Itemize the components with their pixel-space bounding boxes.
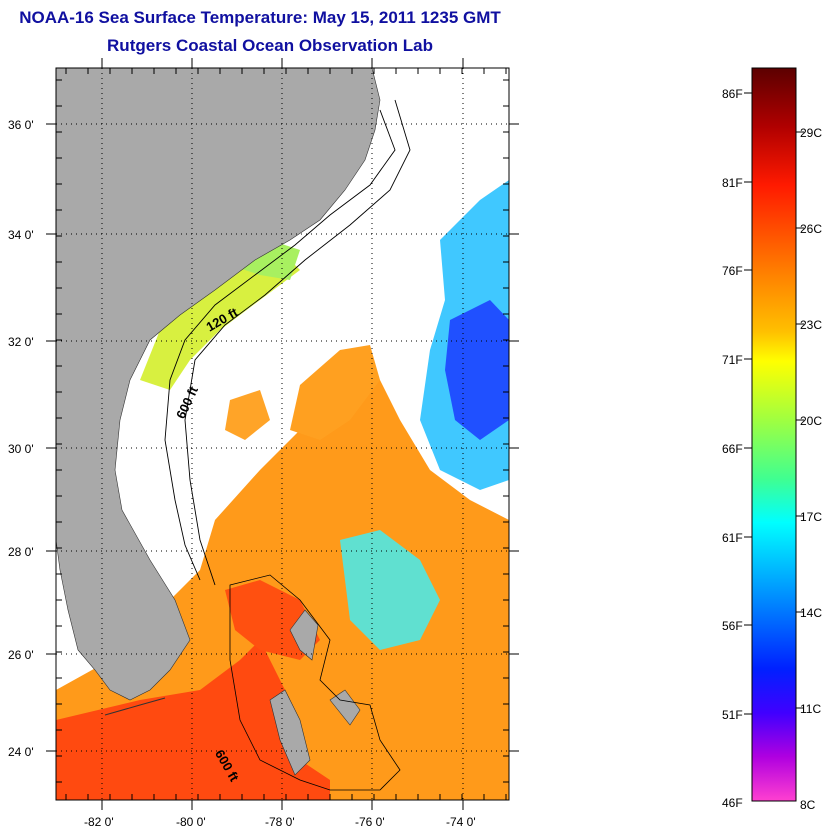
lat-tick-label: 26 0' <box>8 648 34 662</box>
sst-cool-water <box>340 530 440 650</box>
land-us-southeast <box>56 68 381 701</box>
colorbar-f-label: 71F <box>722 353 743 367</box>
colorbar-c-label: 8C <box>800 798 816 812</box>
colorbar-f-label: 46F <box>722 796 743 810</box>
sst-warm-water <box>290 345 380 440</box>
lat-tick-label: 36 0' <box>8 118 34 132</box>
graticule <box>56 68 509 800</box>
land-bahamas <box>289 609 319 661</box>
sst-shelf-water <box>230 240 300 280</box>
lat-tick-label: 24 0' <box>8 745 34 759</box>
lon-tick-label: -74 0' <box>446 815 476 829</box>
colorbar-ticks <box>744 92 804 715</box>
lon-tick-label: -82 0' <box>84 815 114 829</box>
colorbar-c-label: 11C <box>800 702 822 716</box>
land-florida-keys <box>104 697 166 716</box>
colorbar-f-label: 86F <box>722 87 743 101</box>
colorbar-c-label: 29C <box>800 126 823 140</box>
lat-tick-label: 34 0' <box>8 228 34 242</box>
sst-warm-water <box>225 390 270 440</box>
lat-tick-label: 32 0' <box>8 335 34 349</box>
colorbar-c-label: 23C <box>800 318 823 332</box>
colorbar-f-label: 61F <box>722 531 743 545</box>
map-subtitle: Rutgers Coastal Ocean Observation Lab <box>107 36 433 55</box>
bathymetry-contour-120ft <box>164 109 396 581</box>
sst-hot-water <box>56 640 330 800</box>
sst-cold-water <box>445 300 509 440</box>
colorbar-c-label: 14C <box>800 606 823 620</box>
lon-tick-label: -76 0' <box>355 815 385 829</box>
axis-ticks <box>46 58 519 810</box>
sst-shelf-water <box>140 250 300 390</box>
colorbar-f-label: 81F <box>722 176 743 190</box>
sst-warm-water <box>56 360 509 800</box>
bathymetry-contour-bahamas <box>229 574 401 791</box>
lat-tick-label: 30 0' <box>8 442 34 456</box>
land-bahamas <box>329 689 361 726</box>
colorbar <box>751 67 797 802</box>
map-title: NOAA-16 Sea Surface Temperature: May 15,… <box>19 8 501 27</box>
colorbar-f-label: 56F <box>722 619 743 633</box>
lon-tick-label: -80 0' <box>176 815 206 829</box>
colorbar-c-label: 20C <box>800 414 823 428</box>
colorbar-f-label: 51F <box>722 708 743 722</box>
colorbar-f-label: 66F <box>722 442 743 456</box>
colorbar-f-label: 76F <box>722 264 743 278</box>
land-bahamas <box>269 689 311 776</box>
lat-tick-label: 28 0' <box>8 545 34 559</box>
colorbar-c-label: 26C <box>800 222 823 236</box>
colorbar-c-label: 17C <box>800 510 823 524</box>
bathymetry-contour-600ft <box>184 99 411 586</box>
lon-tick-label: -78 0' <box>265 815 295 829</box>
